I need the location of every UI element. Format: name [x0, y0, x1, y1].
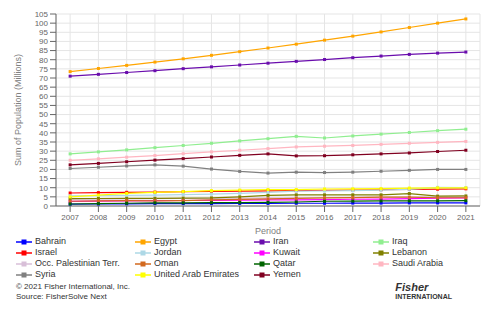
html-text:Saudi Arabia: Saudi Arabia: [392, 258, 443, 268]
html-text:United Arab Emirates: United Arab Emirates: [154, 269, 239, 279]
html-text:Iran: Iran: [273, 236, 289, 246]
html-text:Egypt: Egypt: [154, 236, 177, 246]
svg-text:Period: Period: [255, 226, 281, 236]
svg-text:2012: 2012: [203, 213, 221, 222]
svg-text:100: 100: [35, 19, 49, 28]
svg-text:2019: 2019: [400, 213, 418, 222]
svg-text:80: 80: [39, 56, 48, 65]
svg-text:25: 25: [39, 156, 48, 165]
svg-text:50: 50: [39, 110, 48, 119]
svg-text:2021: 2021: [457, 213, 475, 222]
html-text:Jordan: Jordan: [154, 247, 182, 257]
svg-text:40: 40: [39, 129, 48, 138]
svg-text:2010: 2010: [146, 213, 164, 222]
html-text:© 2021 Fisher International, I: © 2021 Fisher International, Inc.: [16, 282, 130, 291]
svg-text:15: 15: [39, 174, 48, 183]
html-text:Bahrain: Bahrain: [35, 236, 66, 246]
svg-text:85: 85: [39, 46, 48, 55]
svg-text:45: 45: [39, 120, 48, 129]
svg-text:2020: 2020: [429, 213, 447, 222]
svg-text:Sum of Population (Millions): Sum of Population (Millions): [13, 54, 23, 166]
svg-text:2011: 2011: [175, 213, 193, 222]
svg-text:2013: 2013: [231, 213, 249, 222]
html-text:INTERNATIONAL: INTERNATIONAL: [395, 293, 452, 300]
svg-text:90: 90: [39, 37, 48, 46]
svg-text:2007: 2007: [61, 213, 79, 222]
svg-text:2016: 2016: [316, 213, 334, 222]
html-text:Iraq: Iraq: [392, 236, 408, 246]
html-text:Israel: Israel: [35, 247, 57, 257]
svg-text:105: 105: [35, 10, 49, 19]
svg-text:35: 35: [39, 138, 48, 147]
svg-text:5: 5: [44, 193, 49, 202]
svg-text:95: 95: [39, 28, 48, 37]
svg-text:2014: 2014: [259, 213, 277, 222]
svg-text:2008: 2008: [90, 213, 108, 222]
svg-text:0: 0: [44, 202, 49, 211]
svg-text:2018: 2018: [372, 213, 390, 222]
svg-text:2009: 2009: [118, 213, 136, 222]
svg-text:60: 60: [39, 92, 48, 101]
svg-text:65: 65: [39, 83, 48, 92]
html-text:Syria: Syria: [35, 269, 56, 279]
svg-text:10: 10: [39, 184, 48, 193]
html-text:Qatar: Qatar: [273, 258, 296, 268]
svg-text:2015: 2015: [287, 213, 305, 222]
svg-text:20: 20: [39, 165, 48, 174]
html-text:Kuwait: Kuwait: [273, 247, 300, 257]
html-text:Oman: Oman: [154, 258, 179, 268]
svg-text:70: 70: [39, 74, 48, 83]
html-text:Occ. Palestinian Terr.: Occ. Palestinian Terr.: [35, 258, 120, 268]
svg-text:55: 55: [39, 101, 48, 110]
svg-text:2017: 2017: [344, 213, 362, 222]
html-text:Fisher: Fisher: [395, 281, 429, 293]
html-text:Lebanon: Lebanon: [392, 247, 427, 257]
svg-text:75: 75: [39, 65, 48, 74]
html-text:Source: FisherSolve Next: Source: FisherSolve Next: [16, 292, 107, 301]
html-text:Yemen: Yemen: [273, 269, 301, 279]
svg-text:30: 30: [39, 147, 48, 156]
